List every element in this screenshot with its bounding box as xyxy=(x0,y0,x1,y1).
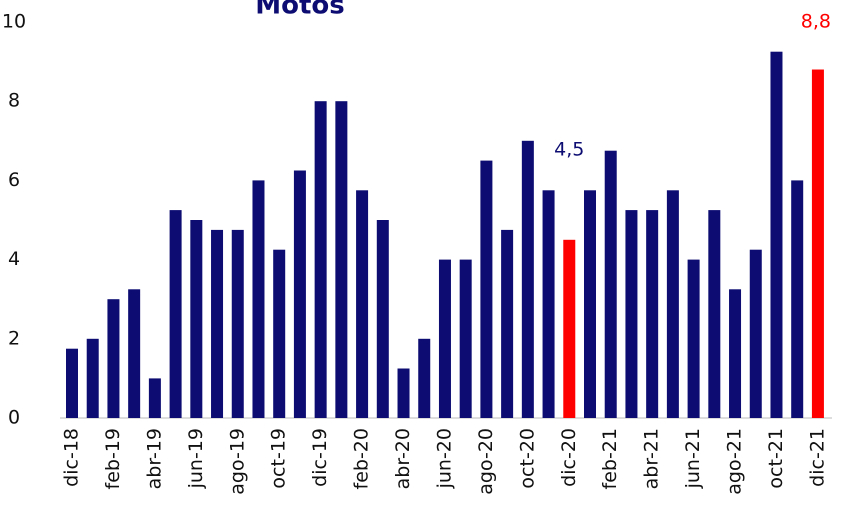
x-tick-label: feb-19 xyxy=(102,428,124,489)
data-label: 4,5 xyxy=(554,138,584,160)
bar xyxy=(335,101,348,418)
bar xyxy=(273,249,286,418)
bar xyxy=(107,299,120,418)
x-tick-label: abr-19 xyxy=(143,428,165,489)
bar xyxy=(791,180,804,418)
bar xyxy=(604,150,617,418)
bar xyxy=(148,378,161,418)
x-tick-label: oct-19 xyxy=(268,428,290,489)
bar xyxy=(749,249,762,418)
bar xyxy=(729,289,742,418)
bar xyxy=(687,259,700,418)
x-tick-label: jun-20 xyxy=(433,428,455,489)
bar xyxy=(314,101,327,418)
x-tick-label: dic-21 xyxy=(806,428,828,487)
y-tick-label: 6 xyxy=(8,169,20,191)
bar xyxy=(646,210,659,418)
x-tick-label: ago-21 xyxy=(724,428,746,495)
y-tick-label: 10 xyxy=(2,11,26,33)
bar xyxy=(666,190,679,418)
y-tick-label: 4 xyxy=(8,248,20,270)
x-tick-label: abr-20 xyxy=(392,428,414,489)
bar xyxy=(501,229,514,418)
bar xyxy=(397,368,410,418)
bar xyxy=(811,69,824,419)
x-tick-label: dic-19 xyxy=(309,428,331,487)
data-label: 8,8 xyxy=(801,11,831,33)
x-tick-label: jun-19 xyxy=(185,428,207,489)
bar xyxy=(418,338,431,418)
bar xyxy=(252,180,265,418)
y-tick-label: 0 xyxy=(8,407,20,429)
bar xyxy=(190,220,203,418)
x-tick-label: abr-21 xyxy=(641,428,663,489)
y-tick-label: 2 xyxy=(8,327,20,349)
bar xyxy=(438,259,451,418)
x-tick-label: oct-21 xyxy=(765,428,787,489)
bar xyxy=(356,190,369,418)
x-tick-label: oct-20 xyxy=(516,428,538,489)
bar xyxy=(66,348,78,418)
x-tick-label: feb-21 xyxy=(599,428,621,489)
x-tick-label: ago-19 xyxy=(226,428,248,495)
y-tick-label: 8 xyxy=(8,90,20,112)
chart-title: Motos xyxy=(255,0,345,21)
x-tick-label: dic-20 xyxy=(558,428,580,487)
bar xyxy=(169,210,182,418)
bar xyxy=(770,51,783,418)
bar xyxy=(708,210,721,418)
bar xyxy=(211,229,224,418)
x-tick-label: jun-21 xyxy=(682,428,704,489)
bar xyxy=(86,338,99,418)
bar xyxy=(128,289,141,418)
bar xyxy=(521,140,534,419)
bar xyxy=(584,190,596,418)
x-tick-label: feb-20 xyxy=(351,428,373,489)
bar xyxy=(625,210,638,418)
bar xyxy=(293,170,306,418)
bar xyxy=(231,229,244,418)
bar xyxy=(563,239,576,418)
bar xyxy=(459,259,472,418)
bar xyxy=(542,190,555,418)
x-tick-label: ago-20 xyxy=(475,428,497,495)
x-tick-label: dic-18 xyxy=(61,428,83,487)
bar xyxy=(376,220,389,418)
bar xyxy=(480,160,493,418)
